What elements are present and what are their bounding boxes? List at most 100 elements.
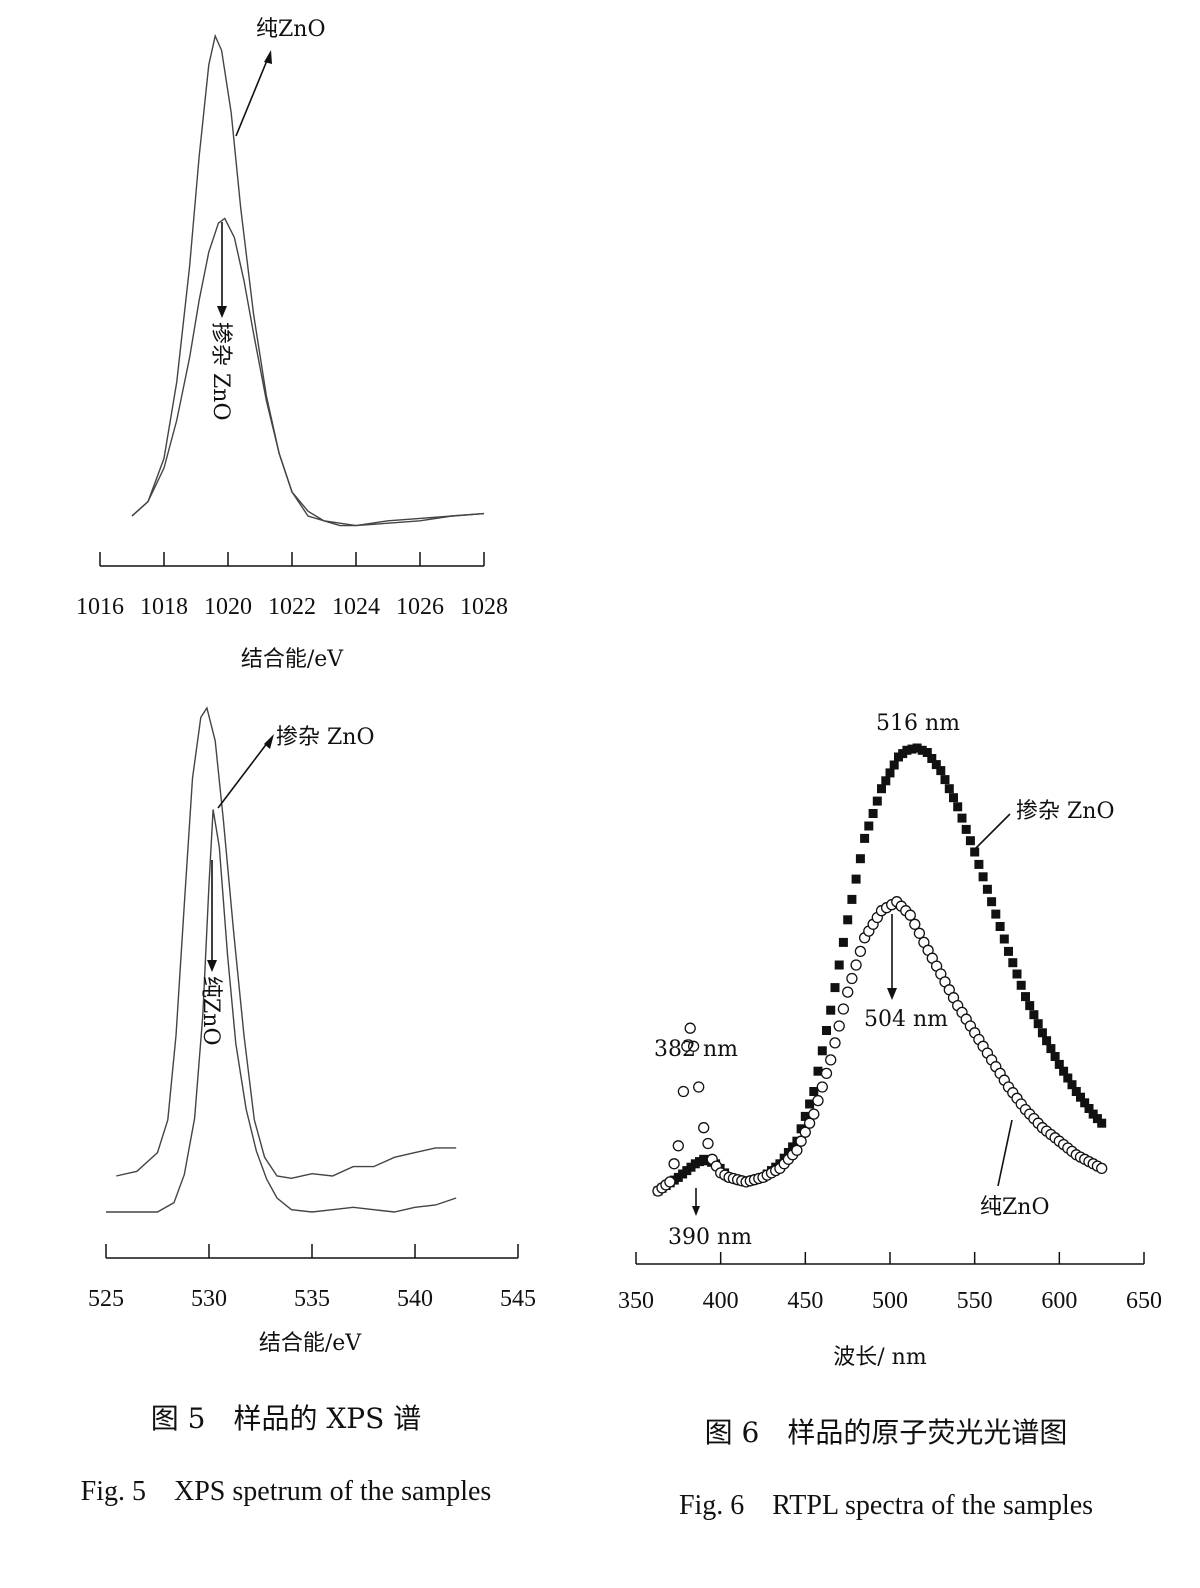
pl-chart: 350 400 450 500 550 600 650 波长/ nm 516 nm 382 …: [618, 711, 1162, 1370]
pl-504-arrowhead: [887, 988, 897, 1000]
pl-doped-point: [817, 1046, 827, 1056]
pl-pure-point: [702, 1137, 714, 1150]
pl-doped-point: [851, 874, 861, 884]
xps-o-pure-label: 纯ZnO: [198, 976, 223, 1046]
pl-doped-point: [1016, 980, 1026, 990]
pl-pure-point: [842, 986, 854, 998]
xps-o-doped-arrow: [217, 741, 269, 809]
x-tick-label: 525: [88, 1286, 124, 1312]
fig5-caption-en: Fig. 5 XPS spetrum of the samples: [81, 1476, 492, 1507]
pl-pure-point: [846, 972, 858, 985]
xps-o-series-2: [106, 809, 457, 1213]
pl-doped-point: [822, 1026, 831, 1035]
x-tick-label: 535: [294, 1286, 330, 1312]
pl-pure-point: [664, 1176, 676, 1188]
x-tick-label: 600: [1041, 1288, 1077, 1314]
pl-doped-arrow: [973, 813, 1011, 851]
pl-pure-point: [808, 1108, 820, 1120]
pl-doped-point: [1021, 992, 1030, 1002]
pl-390-label: 390 nm: [668, 1225, 752, 1250]
xps-o-series-1: [116, 706, 457, 1180]
pl-doped-point: [805, 1099, 815, 1109]
pl-doped-label: 掺杂 ZnO: [1016, 799, 1115, 824]
pl-doped-point: [830, 983, 840, 993]
xps-o-chart: 525 530 535 540 545 结合能/eV 掺杂 ZnO 纯ZnO: [88, 706, 536, 1356]
pl-doped-point: [917, 745, 927, 755]
xps-o-doped-arrowhead: [264, 734, 274, 749]
xps-zn-x-axis-title: 结合能/eV: [241, 647, 344, 672]
pl-doped-point: [999, 934, 1009, 944]
pl-pure-point: [791, 1144, 803, 1156]
xps-zn-series-1: [131, 33, 485, 527]
pl-doped-point: [944, 784, 954, 794]
fig6-caption-cn: 图 6 样品的原子荧光光谱图: [705, 1416, 1068, 1449]
pl-doped-point: [995, 922, 1005, 931]
x-tick-label: 530: [191, 1286, 227, 1312]
xps-zn-doped-label: 掺杂 ZnO: [208, 322, 233, 421]
pl-doped-point: [912, 743, 922, 753]
xps-o-curves: [106, 706, 457, 1213]
pl-pure-point: [909, 918, 921, 930]
pl-doped-point: [855, 854, 865, 864]
pl-pure-point: [799, 1126, 811, 1138]
pl-pure-point: [687, 1040, 700, 1052]
pl-pure-point: [820, 1067, 833, 1080]
pl-doped-point: [885, 768, 895, 778]
pl-doped-point: [965, 836, 975, 846]
pl-pure-point: [816, 1081, 828, 1093]
pl-doped-point: [860, 833, 870, 843]
pl-doped-point: [1054, 1059, 1064, 1069]
pl-doped-point: [800, 1111, 810, 1121]
x-tick-label: 500: [872, 1288, 908, 1314]
x-tick-label: 450: [787, 1288, 823, 1314]
pl-doped-point: [1063, 1073, 1073, 1083]
pl-doped-point: [1004, 946, 1013, 956]
x-tick-label: 1026: [396, 594, 444, 620]
pl-pure-point: [812, 1094, 824, 1107]
xps-zn-ticks: 1016 1018 1020 1022 1024 1026 1028: [76, 552, 508, 620]
pl-pure-point: [672, 1140, 684, 1152]
x-tick-label: 650: [1126, 1288, 1162, 1314]
pl-pure-point: [837, 1003, 850, 1015]
pl-doped-point: [809, 1087, 819, 1096]
fig6-caption-en: Fig. 6 RTPL spectra of the samples: [679, 1490, 1093, 1521]
x-tick-label: 1016: [76, 594, 124, 620]
pl-pure-point: [668, 1158, 680, 1170]
pl-doped-point: [864, 821, 874, 831]
pl-pure-point: [677, 1085, 690, 1098]
pl-doped-point: [957, 813, 967, 823]
xps-o-doped-label: 掺杂 ZnO: [276, 725, 375, 750]
xps-zn-chart: 1016 1018 1020 1022 1024 1026 1028 结合能/eV 纯ZnO…: [76, 17, 508, 672]
pl-pure-point: [850, 959, 862, 971]
pl-doped-point: [826, 1005, 836, 1015]
pl-ticks: 350 400 450 500 550 600 650: [618, 1252, 1162, 1314]
xps-o-pure-arrowhead: [207, 960, 217, 972]
pl-doped-point: [881, 776, 891, 786]
pl-doped-point: [922, 748, 932, 757]
pl-pure-point: [803, 1117, 816, 1129]
pl-doped-point: [991, 909, 1001, 919]
pl-markers: [652, 743, 1108, 1197]
pl-390-arrowhead: [692, 1206, 700, 1216]
pl-doped-point: [940, 775, 950, 785]
x-tick-label: 350: [618, 1288, 654, 1314]
pl-pure-point: [825, 1054, 837, 1066]
xps-zn-pure-label: 纯ZnO: [256, 17, 326, 42]
xps-o-ticks: 525 530 535 540 545: [88, 1244, 536, 1312]
pl-doped-point: [1076, 1092, 1085, 1102]
xps-zn-curves: [131, 33, 485, 527]
pl-doped-point: [838, 937, 848, 947]
xps-zn-doped-arrowhead: [217, 306, 227, 318]
x-tick-label: 1022: [268, 594, 316, 620]
x-tick-label: 1024: [332, 594, 380, 620]
x-tick-label: 1020: [204, 594, 252, 620]
pl-doped-point: [961, 824, 971, 834]
pl-pure-label: 纯ZnO: [980, 1195, 1050, 1220]
pl-doped-point: [813, 1066, 823, 1076]
pl-doped-point: [1071, 1087, 1081, 1096]
pl-doped-point: [907, 744, 917, 754]
pl-doped-point: [1046, 1044, 1056, 1054]
pl-doped-point: [1033, 1019, 1043, 1029]
pl-doped-point: [987, 897, 997, 907]
pl-doped-point: [1067, 1080, 1077, 1090]
